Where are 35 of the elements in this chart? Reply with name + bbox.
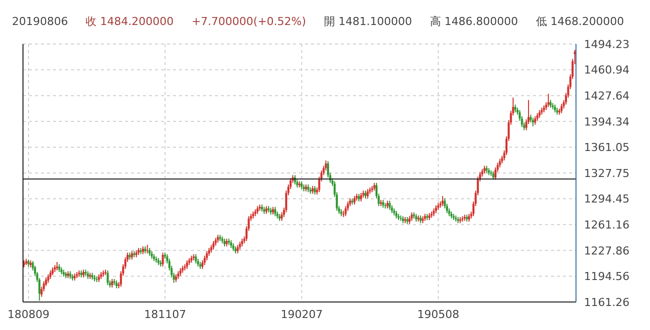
candlestick	[560, 103, 563, 114]
text: 高 1486.800000	[430, 14, 518, 28]
candlestick	[162, 252, 164, 268]
text: +7.700000(+0.52%)	[192, 14, 306, 28]
y-tick-label: 1227.86	[584, 244, 630, 258]
y-tick-label: 1161.26	[584, 296, 630, 309]
y-tick-label: 1327.75	[584, 166, 630, 180]
y-tick-label: 1427.64	[584, 90, 630, 102]
candlestick	[388, 200, 391, 210]
x-tick-label: 190508	[417, 308, 460, 321]
text: 低 1468.200000	[536, 14, 624, 28]
x-tick-label: 180809	[8, 308, 50, 321]
y-tick-label: 1394.34	[584, 115, 630, 128]
y-tick-label: 1294.45	[584, 192, 630, 206]
candlestick	[444, 198, 446, 209]
candlestick	[442, 196, 444, 207]
y-tick-label: 1261.16	[584, 218, 630, 232]
y-tick-label: 1361.05	[584, 141, 630, 154]
candlestick	[366, 188, 369, 199]
y-tick-label: 1194.56	[584, 270, 630, 284]
candlestick	[494, 166, 496, 180]
text: 收 1484.200000	[86, 14, 174, 28]
candlestick	[194, 254, 197, 264]
candlestick	[324, 160, 327, 171]
text: 開 1481.100000	[324, 14, 412, 28]
candlestick	[106, 270, 109, 286]
x-tick-label: 190207	[280, 308, 323, 321]
candlestick	[206, 250, 208, 261]
candlestick	[204, 255, 206, 266]
y-tick-label: 1460.94	[584, 64, 630, 77]
x-tick-label: 181107	[144, 308, 186, 321]
chart-title: 20190806	[12, 14, 69, 28]
candlestick	[344, 206, 347, 217]
candlestick	[274, 206, 276, 217]
y-tick-label: 1494.23	[584, 38, 630, 51]
